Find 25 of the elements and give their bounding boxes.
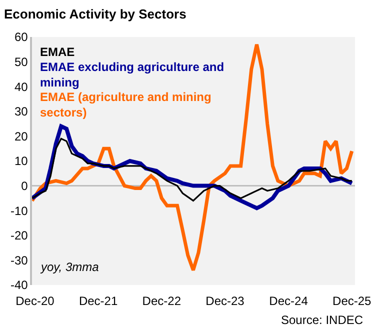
y-tick-label: -40 <box>10 278 28 292</box>
y-tick-label: -10 <box>10 204 28 218</box>
y-tick-label: 10 <box>14 154 28 168</box>
y-tick-label: 0 <box>21 179 28 193</box>
y-tick-label: 30 <box>14 104 28 119</box>
y-tick-label: 20 <box>14 129 28 144</box>
annotation: yoy, 3mma <box>40 260 100 274</box>
chart-title: Economic Activity by Sectors <box>4 6 186 22</box>
text: EMAE excluding agriculture and mining <box>40 60 224 90</box>
x-tick-label: Dec-20 <box>16 294 55 308</box>
y-tick-label: 60 <box>14 30 28 44</box>
text: EMAE (agriculture and mining sectors) <box>40 90 212 120</box>
line-series <box>32 42 354 272</box>
x-tick-label: Dec-25 <box>332 294 372 308</box>
y-tick-label: -30 <box>10 253 28 268</box>
x-tick-label: Dec-23 <box>206 294 245 308</box>
x-tick-label: Dec-24 <box>269 294 308 308</box>
text: EMAE <box>40 45 75 59</box>
y-tick-label: 50 <box>14 55 28 69</box>
x-tick-label: Dec-22 <box>142 294 182 308</box>
line-series <box>32 138 353 202</box>
x-tick-label: Dec-21 <box>78 294 118 308</box>
source-note: Source: INDEC <box>281 313 364 327</box>
y-tick-label: 40 <box>14 80 28 94</box>
y-tick-label: -20 <box>10 228 28 243</box>
